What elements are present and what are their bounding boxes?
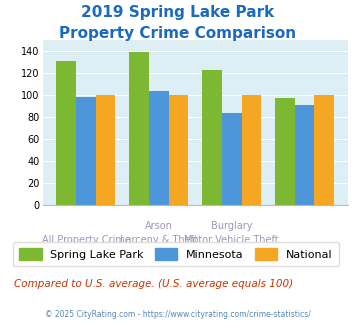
Text: Burglary: Burglary <box>211 221 252 231</box>
Text: Arson: Arson <box>145 221 173 231</box>
Bar <box>56 60 76 205</box>
Bar <box>169 95 189 205</box>
Text: All Property Crime: All Property Crime <box>42 235 130 245</box>
Bar <box>222 113 241 205</box>
Bar <box>295 105 315 205</box>
Bar <box>202 70 222 205</box>
Text: Larceny & Theft: Larceny & Theft <box>120 235 198 245</box>
Bar <box>241 95 261 205</box>
Text: 2019 Spring Lake Park: 2019 Spring Lake Park <box>81 5 274 20</box>
Text: Motor Vehicle Theft: Motor Vehicle Theft <box>184 235 279 245</box>
Bar <box>129 52 149 205</box>
Text: Compared to U.S. average. (U.S. average equals 100): Compared to U.S. average. (U.S. average … <box>14 279 293 289</box>
Bar <box>96 95 115 205</box>
Bar <box>76 97 96 205</box>
Text: © 2025 CityRating.com - https://www.cityrating.com/crime-statistics/: © 2025 CityRating.com - https://www.city… <box>45 310 310 319</box>
Bar <box>275 98 295 205</box>
Bar <box>149 91 169 205</box>
Text: Property Crime Comparison: Property Crime Comparison <box>59 26 296 41</box>
Legend: Spring Lake Park, Minnesota, National: Spring Lake Park, Minnesota, National <box>13 242 339 267</box>
Bar <box>315 95 334 205</box>
